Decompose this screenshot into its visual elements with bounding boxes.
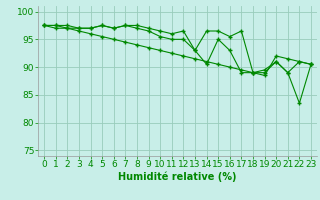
X-axis label: Humidité relative (%): Humidité relative (%) (118, 172, 237, 182)
